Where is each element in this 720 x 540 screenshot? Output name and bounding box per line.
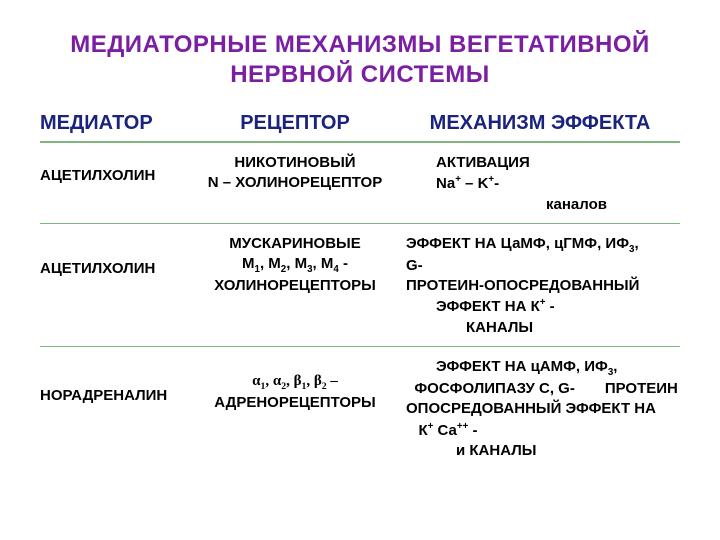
receptor-line: М1, М2, М3, М4 - [242,255,348,272]
mech-line: КАНАЛЫ [406,319,533,336]
title-line1: МЕДИАТОРНЫЕ МЕХАНИЗМЫ ВЕГЕТАТИВНОЙ [70,31,650,58]
mechanism-cell: ЭФФЕКТ НА ЦаМФ, цГМФ, ИФ3, G- ПРОТЕИН-ОП… [400,234,680,338]
mech-line: ЭФФЕКТ НА цАМФ, ИФ3, [406,358,617,375]
mech-line: G- [406,257,423,274]
mech-line: ФОСФОЛИПАЗУ С, G-ПРОТЕИН [406,380,678,397]
mechanism-cell: ЭФФЕКТ НА цАМФ, ИФ3, ФОСФОЛИПАЗУ С, G-ПР… [400,357,680,461]
mech-line: К+ Са++ - [406,422,477,439]
header-mediator: МЕДИАТОР [40,112,190,135]
mech-line: ЭФФЕКТ НА К+ - [406,298,555,315]
header-mechanism: МЕХАНИЗМ ЭФФЕКТА [400,112,680,135]
mech-line: Na+ – K+- [406,175,499,192]
receptor-line: НИКОТИНОВЫЙ [234,154,355,171]
receptor-line: АДРЕНОРЕЦЕПТОРЫ [214,394,375,411]
mediator-cell: АЦЕТИЛХОЛИН [40,153,190,184]
slide-title: МЕДИАТОРНЫЕ МЕХАНИЗМЫ ВЕГЕТАТИВНОЙ НЕРВН… [40,30,680,90]
title-line2: НЕРВНОЙ СИСТЕМЫ [230,61,490,88]
receptor-cell: МУСКАРИНОВЫЕ М1, М2, М3, М4 - ХОЛИНОРЕЦЕ… [190,234,400,297]
receptor-line: МУСКАРИНОВЫЕ [229,235,360,252]
table-row: АЦЕТИЛХОЛИН НИКОТИНОВЫЙ N – ХОЛИНОРЕЦЕПТ… [40,143,680,224]
receptor-line: ХОЛИНОРЕЦЕПТОРЫ [214,277,376,294]
mech-line: ОПОСРЕДОВАННЫЙ ЭФФЕКТ НА [406,400,656,417]
mech-line: ЭФФЕКТ НА ЦаМФ, цГМФ, ИФ3, [406,235,639,252]
receptor-cell: НИКОТИНОВЫЙ N – ХОЛИНОРЕЦЕПТОР [190,153,400,194]
receptor-cell: α1, α2, β1, β2 – АДРЕНОРЕЦЕПТОРЫ [190,357,400,413]
table-header-row: МЕДИАТОР РЕЦЕПТОР МЕХАНИЗМ ЭФФЕКТА [40,112,680,143]
mech-line: ПРОТЕИН-ОПОСРЕДОВАННЫЙ [406,277,639,294]
table-row: АЦЕТИЛХОЛИН МУСКАРИНОВЫЕ М1, М2, М3, М4 … [40,224,680,347]
mediator-cell: НОРАДРЕНАЛИН [40,357,190,404]
mech-line: АКТИВАЦИЯ [406,154,530,171]
header-receptor: РЕЦЕПТОР [190,112,400,135]
receptor-line: N – ХОЛИНОРЕЦЕПТОР [208,174,382,191]
slide: МЕДИАТОРНЫЕ МЕХАНИЗМЫ ВЕГЕТАТИВНОЙ НЕРВН… [0,0,720,540]
mech-line: каналов [406,196,607,213]
mediator-cell: АЦЕТИЛХОЛИН [40,234,190,277]
receptor-line: α1, α2, β1, β2 – [252,373,338,389]
mech-line: и КАНАЛЫ [406,442,536,459]
table-row: НОРАДРЕНАЛИН α1, α2, β1, β2 – АДРЕНОРЕЦЕ… [40,347,680,469]
mechanism-cell: АКТИВАЦИЯ Na+ – K+- каналов [400,153,680,215]
